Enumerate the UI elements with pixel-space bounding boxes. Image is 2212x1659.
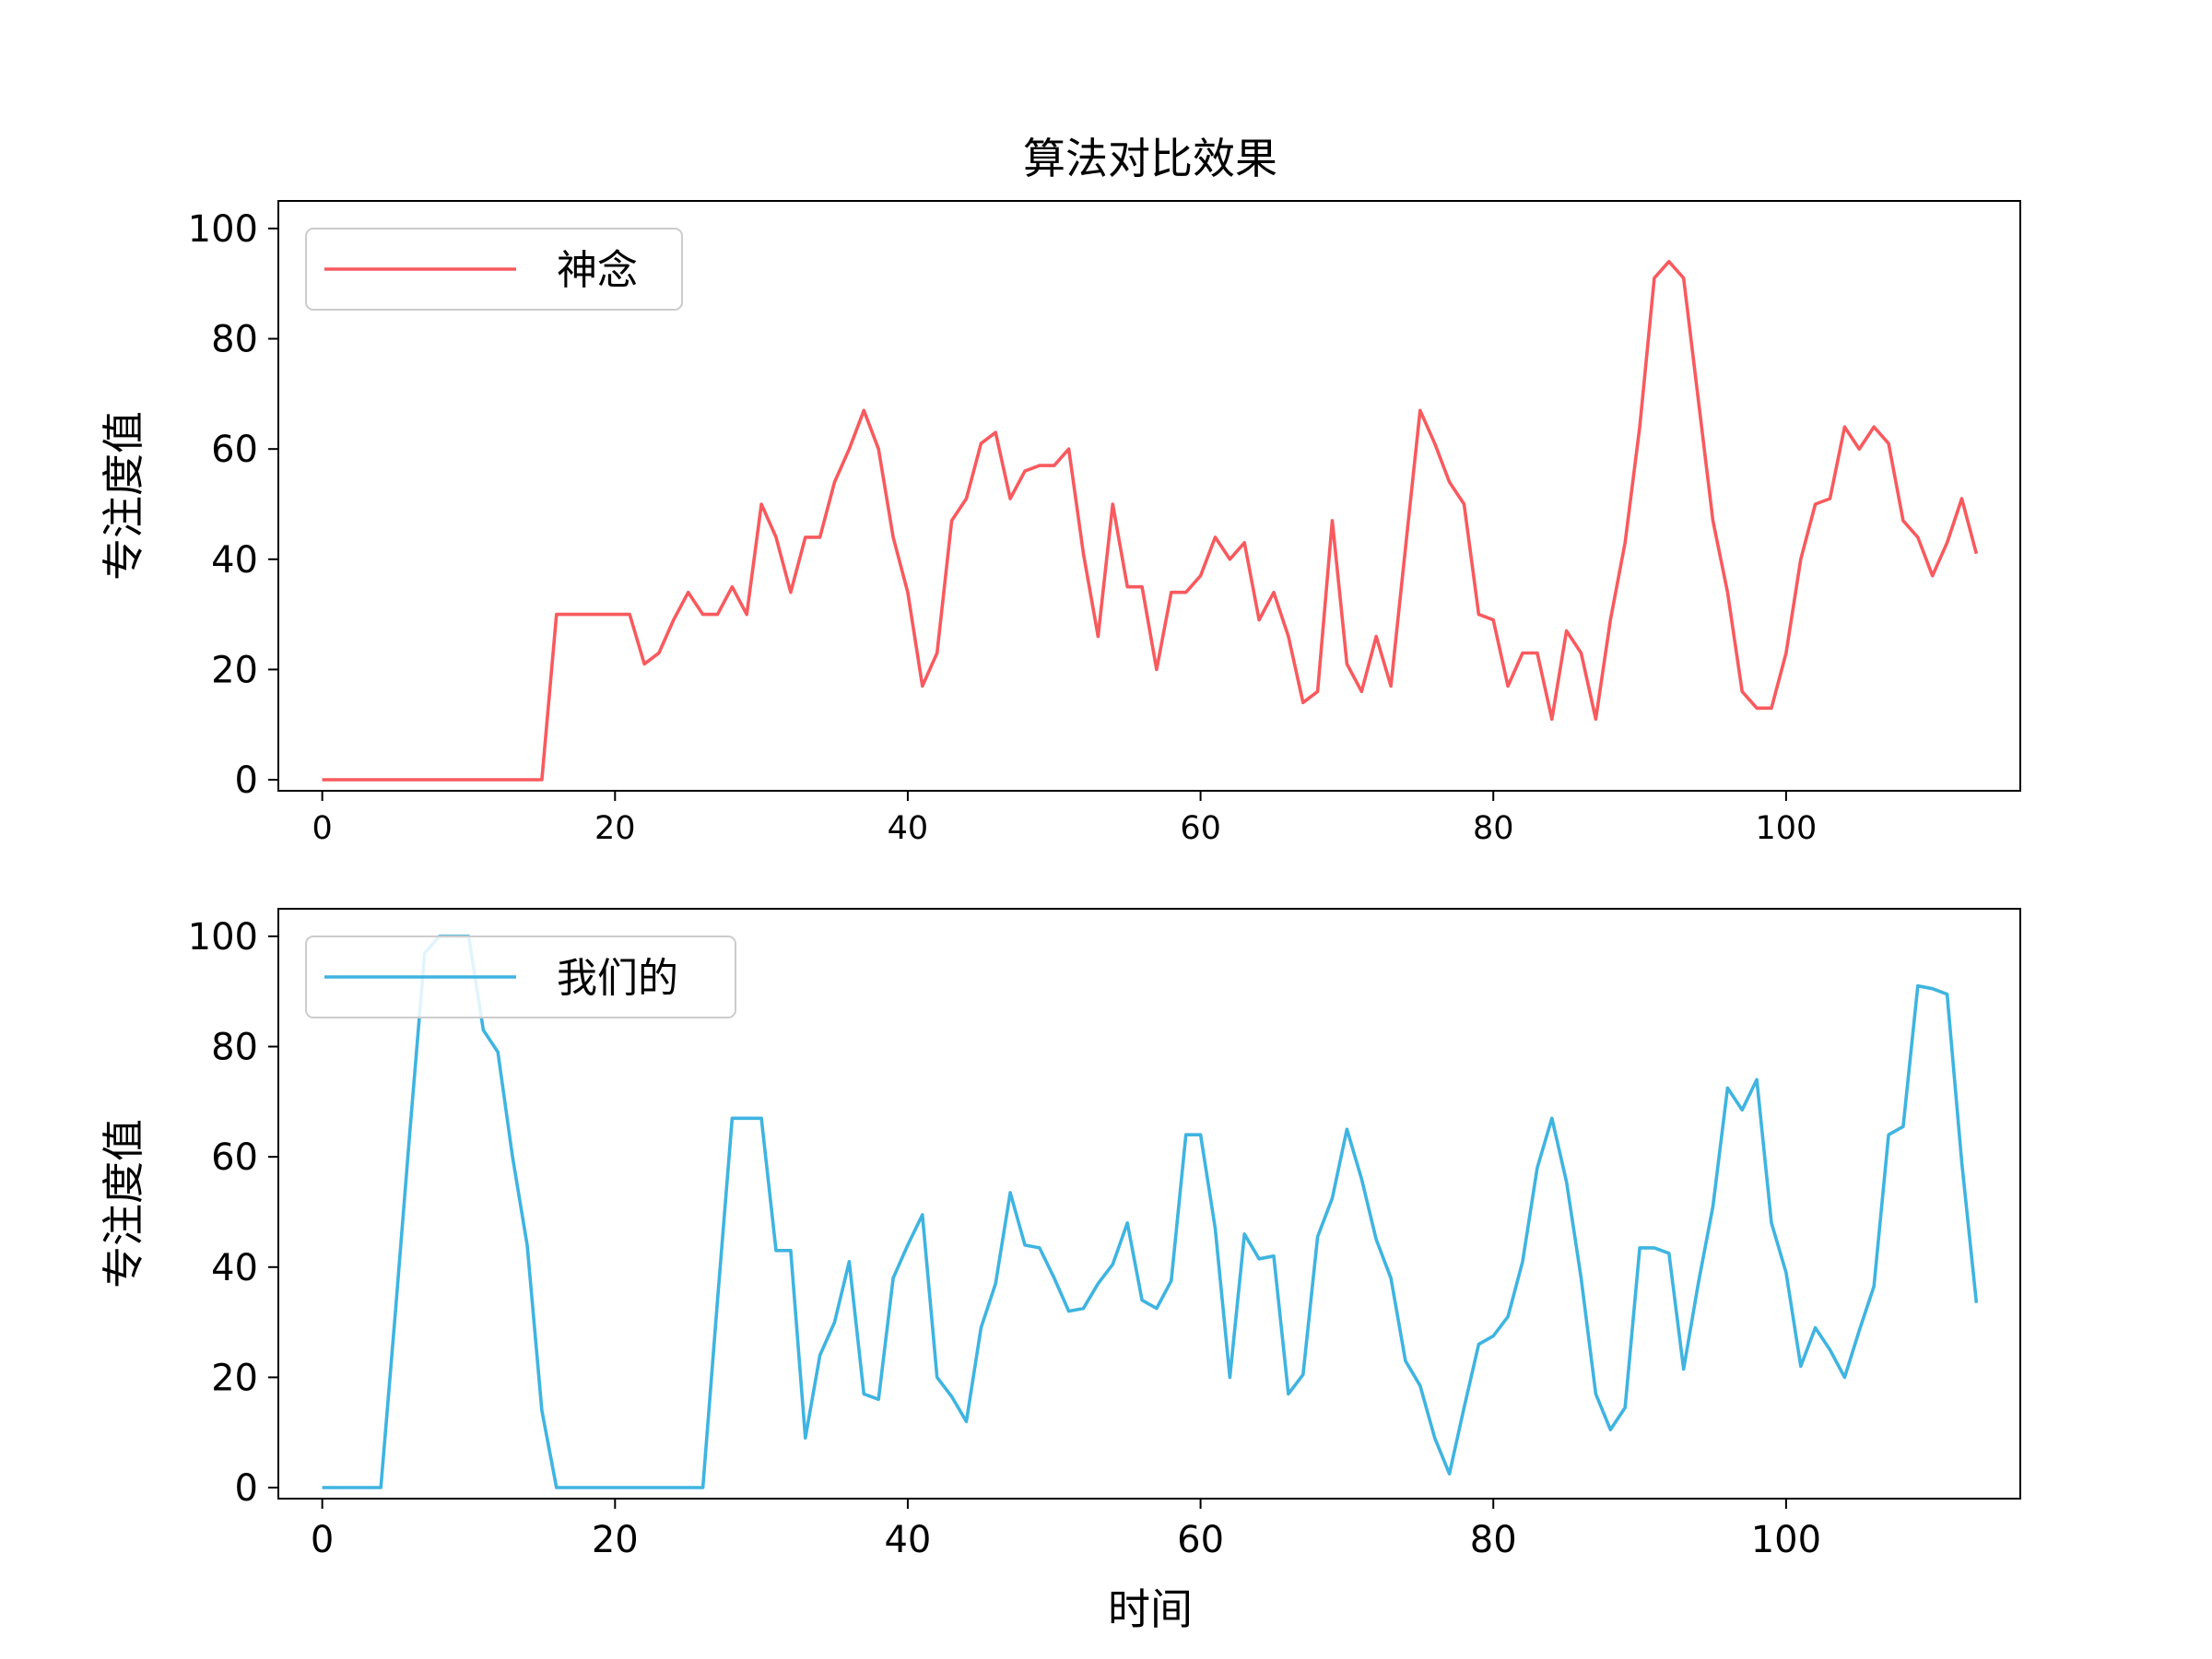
legend-label: 我们的 — [557, 955, 678, 1002]
x-tick-label: 60 — [1177, 1519, 1224, 1561]
x-tick-label: 40 — [888, 810, 929, 847]
plot-frame — [277, 200, 2021, 792]
bottom-subplot: 0 20 40 60 80 100 0 20 40 60 80 100 专注度值 我们的 — [99, 908, 2021, 1561]
x-tick-label: 60 — [1180, 810, 1221, 847]
y-tick-label: 80 — [211, 319, 258, 361]
y-tick-label: 40 — [211, 1247, 258, 1289]
y-tick-label: 40 — [211, 539, 258, 582]
y-tick-label: 0 — [235, 1467, 258, 1510]
y-tick-label: 0 — [235, 759, 258, 802]
y-tick-label: 60 — [211, 1136, 258, 1179]
x-tick-label: 80 — [1473, 810, 1514, 847]
legend: 神念 — [305, 228, 683, 311]
x-tick-label: 20 — [594, 810, 636, 847]
x-tick-label: 40 — [884, 1519, 931, 1561]
x-tick-label: 100 — [1755, 810, 1817, 847]
y-tick-label: 100 — [188, 916, 258, 959]
legend: 我们的 — [305, 935, 736, 1018]
x-tick-label: 0 — [312, 810, 333, 847]
x-tick-label: 80 — [1470, 1519, 1517, 1561]
x-tick-label: 20 — [592, 1519, 639, 1561]
y-tick-label: 20 — [211, 1357, 258, 1399]
legend-label: 神念 — [557, 247, 638, 294]
x-tick-label: 100 — [1751, 1519, 1821, 1561]
y-tick-label: 80 — [211, 1027, 258, 1069]
top-subplot: 0 20 40 60 80 100 0 20 40 60 80 100 专注度值 神念 — [99, 200, 2021, 847]
series-line-bottom — [322, 935, 1979, 1489]
series-line-top — [322, 259, 1979, 782]
y-axis-label: 专注度值 — [99, 411, 148, 581]
chart-title: 算法对比效果 — [1023, 134, 1277, 183]
y-tick-label: 20 — [211, 649, 258, 691]
y-axis-label: 专注度值 — [99, 1119, 148, 1288]
y-tick-label: 60 — [211, 429, 258, 471]
x-tick-label: 0 — [311, 1519, 334, 1561]
legend-box — [305, 935, 736, 1018]
x-axis-label: 时间 — [1108, 1584, 1193, 1634]
y-tick-label: 100 — [188, 208, 258, 251]
plot-frame — [277, 908, 2021, 1500]
